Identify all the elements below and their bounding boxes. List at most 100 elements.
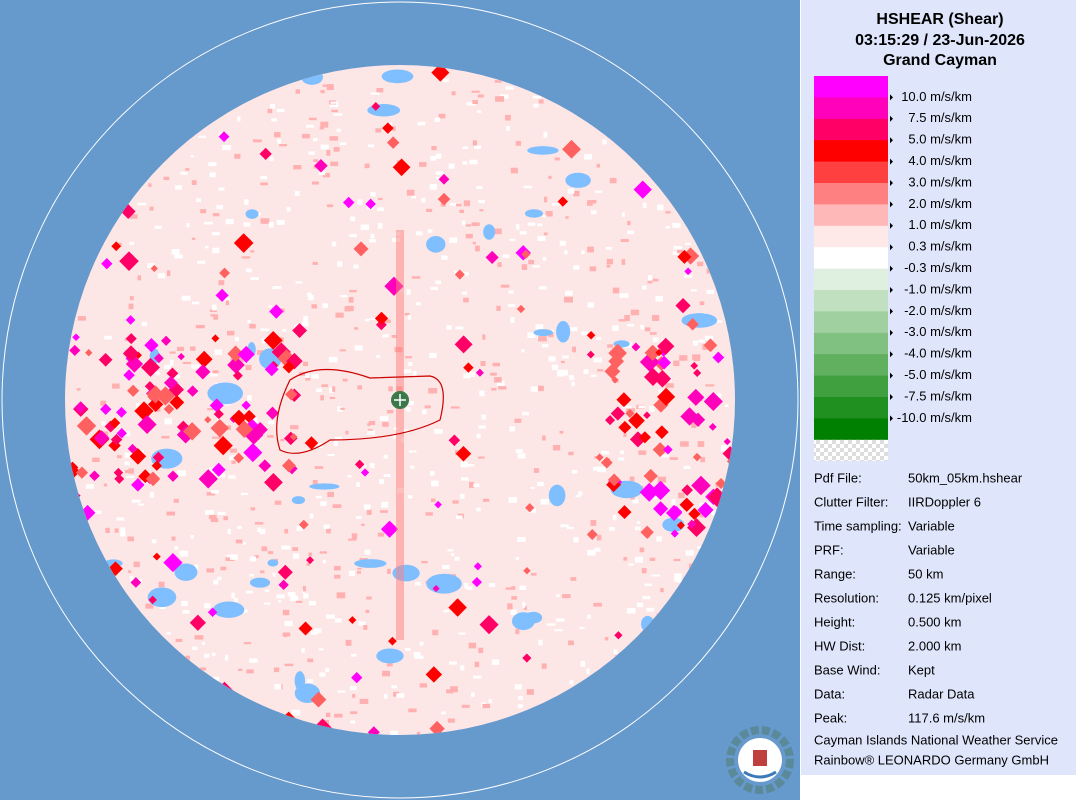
echo (92, 457, 100, 462)
echo (334, 574, 341, 579)
echo (606, 264, 611, 268)
echo-cell (266, 406, 279, 420)
info-key: Height: (814, 614, 855, 629)
echo (532, 265, 540, 268)
echo (462, 146, 469, 150)
echo (636, 521, 641, 524)
echo (479, 209, 484, 212)
clear-area (147, 587, 177, 608)
echo (364, 163, 370, 169)
echo (334, 565, 341, 571)
echo-cell (448, 598, 467, 617)
echo (302, 361, 309, 367)
echo (326, 149, 331, 156)
legend-tick (890, 137, 893, 144)
echo (622, 405, 632, 409)
echo (556, 594, 560, 597)
echo (364, 318, 370, 322)
echo (649, 332, 657, 335)
echo (192, 646, 198, 651)
echo (509, 238, 516, 242)
echo (679, 355, 688, 361)
info-key: Data: (814, 686, 845, 701)
echo (77, 316, 86, 321)
echo (195, 324, 205, 329)
echo (228, 455, 238, 461)
echo-cell (525, 503, 535, 513)
echo (466, 102, 476, 106)
echo (308, 151, 315, 155)
echo (466, 371, 475, 377)
echo (310, 631, 318, 635)
echo (222, 145, 231, 151)
echo (348, 570, 356, 576)
legend-swatch (814, 140, 888, 163)
echo (260, 218, 270, 224)
echo (321, 384, 328, 388)
echo (326, 204, 334, 208)
echo (246, 268, 252, 273)
echo (558, 369, 568, 376)
echo (103, 335, 112, 340)
echo (124, 469, 132, 474)
echo (450, 686, 458, 693)
echo (424, 405, 431, 409)
clear-area (533, 329, 554, 337)
legend: 10.0 m/s/km 7.5 m/s/km 5.0 m/s/km 4.0 m/s/k… (814, 76, 972, 461)
echo (644, 583, 652, 586)
echo (260, 570, 265, 574)
echo (337, 261, 343, 267)
echo-cell (691, 475, 711, 496)
echo (174, 254, 183, 259)
echo (376, 88, 384, 93)
echo-cell (186, 385, 199, 397)
echo (169, 351, 176, 354)
echo (627, 323, 634, 327)
clear-area (426, 236, 446, 253)
echo-cell (471, 576, 483, 588)
echo (329, 396, 336, 400)
echo-cell (282, 360, 296, 374)
legend-tick (890, 158, 893, 165)
echo (655, 295, 663, 302)
echo (690, 289, 697, 292)
echo (522, 411, 529, 416)
echo (154, 225, 162, 229)
echo (545, 211, 553, 217)
echo (407, 314, 411, 320)
info-value: 2.000 km (908, 638, 961, 653)
echo (593, 357, 603, 363)
echo (254, 522, 264, 525)
echo-cell (152, 451, 165, 464)
echo (620, 239, 629, 242)
echo (465, 233, 473, 239)
echo-cell (681, 484, 693, 496)
echo (381, 501, 389, 508)
echo (569, 376, 575, 381)
echo-cell (354, 459, 365, 470)
echo (274, 500, 282, 505)
echo (594, 547, 601, 552)
echo (515, 628, 520, 635)
echo (311, 304, 317, 309)
info-value: 117.6 m/s/km (908, 710, 985, 725)
echo (462, 220, 466, 226)
echo (548, 356, 556, 362)
echo (367, 430, 376, 435)
echo (541, 663, 547, 669)
echo (624, 314, 630, 321)
echo (173, 498, 179, 503)
echo (101, 421, 106, 426)
echo (642, 595, 651, 600)
echo (577, 491, 583, 496)
echo (612, 287, 620, 294)
echo (211, 232, 220, 236)
echo (583, 369, 589, 374)
echo (305, 377, 311, 381)
echo (370, 192, 376, 197)
echo (129, 296, 134, 301)
echo (358, 621, 366, 626)
echo-cell (151, 460, 162, 471)
echo-cell (213, 436, 233, 456)
echo (330, 101, 339, 104)
